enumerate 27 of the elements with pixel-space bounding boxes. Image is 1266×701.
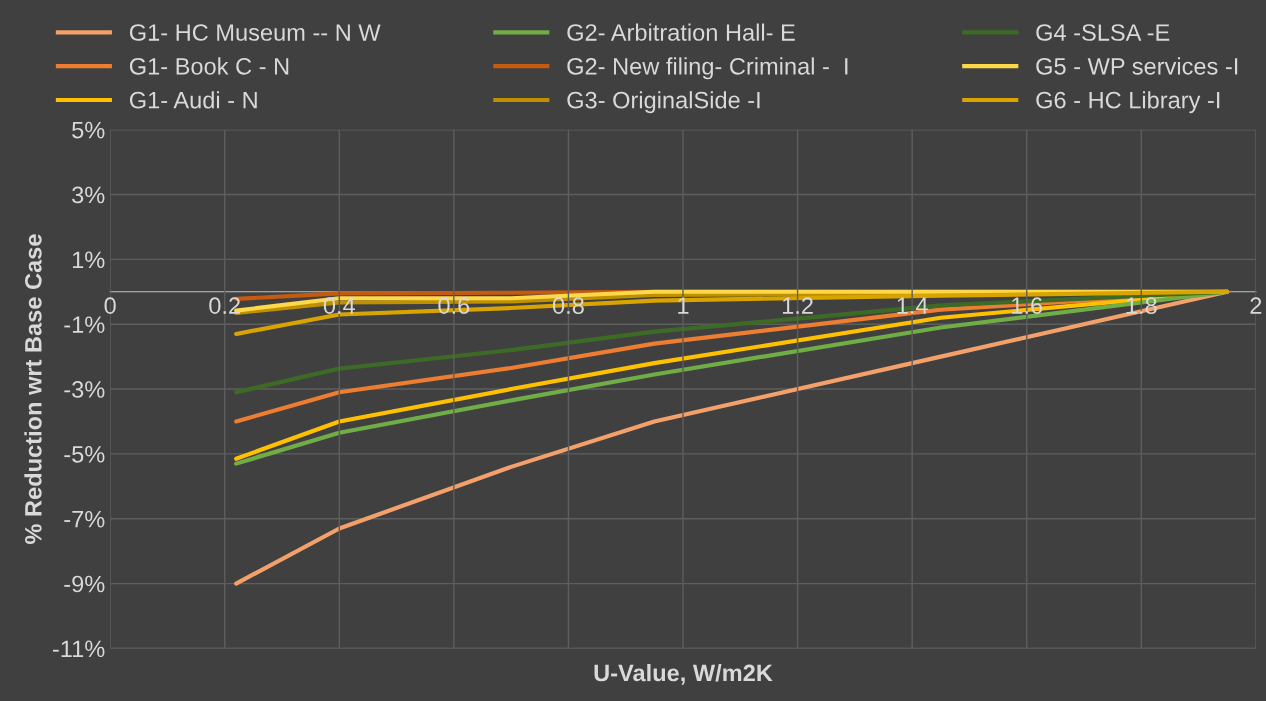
y-tick-label: -9% bbox=[64, 575, 105, 593]
y-tick-label: 1% bbox=[72, 251, 105, 269]
y-tick-label: -7% bbox=[64, 510, 105, 528]
legend-label: G5 - WP services -I bbox=[1036, 57, 1238, 75]
x-tick-label: 1 bbox=[678, 297, 689, 314]
y-tick-label: -11% bbox=[52, 640, 105, 658]
legend-label: G2- New filing- Criminal - I bbox=[567, 57, 848, 80]
legend-label: G4 -SLSA -E bbox=[1036, 24, 1170, 41]
x-tick-label: 0 bbox=[104, 297, 116, 314]
y-tick-label: 3% bbox=[72, 186, 105, 204]
y-tick-label: 5% bbox=[72, 121, 105, 139]
x-tick-label: 1.2 bbox=[782, 297, 813, 314]
y-tick-label: -5% bbox=[64, 446, 105, 463]
y-tick-label: -1% bbox=[64, 316, 105, 333]
legend-label: G1- Audi - N bbox=[129, 91, 257, 109]
legend-label: G2- Arbitration Hall- E bbox=[567, 23, 795, 41]
legend-label: G1- Book C - N bbox=[129, 57, 289, 75]
y-tick-label: -3% bbox=[64, 381, 105, 398]
legend-label: G3- OriginalSide -I bbox=[567, 91, 760, 114]
x-tick-label: 1.4 bbox=[897, 297, 928, 314]
x-tick-label: 0.2 bbox=[209, 297, 240, 314]
y-axis-title: % Reduction wrt Base Case bbox=[24, 234, 42, 544]
legend-label: G1- HC Museum -- N W bbox=[129, 24, 381, 41]
x-tick-label: 0.6 bbox=[438, 297, 470, 314]
x-tick-label: 2 bbox=[1250, 297, 1262, 314]
x-axis-title: U-Value, W/m2K bbox=[594, 663, 773, 685]
legend-label: G6 - HC Library -I bbox=[1036, 91, 1220, 114]
